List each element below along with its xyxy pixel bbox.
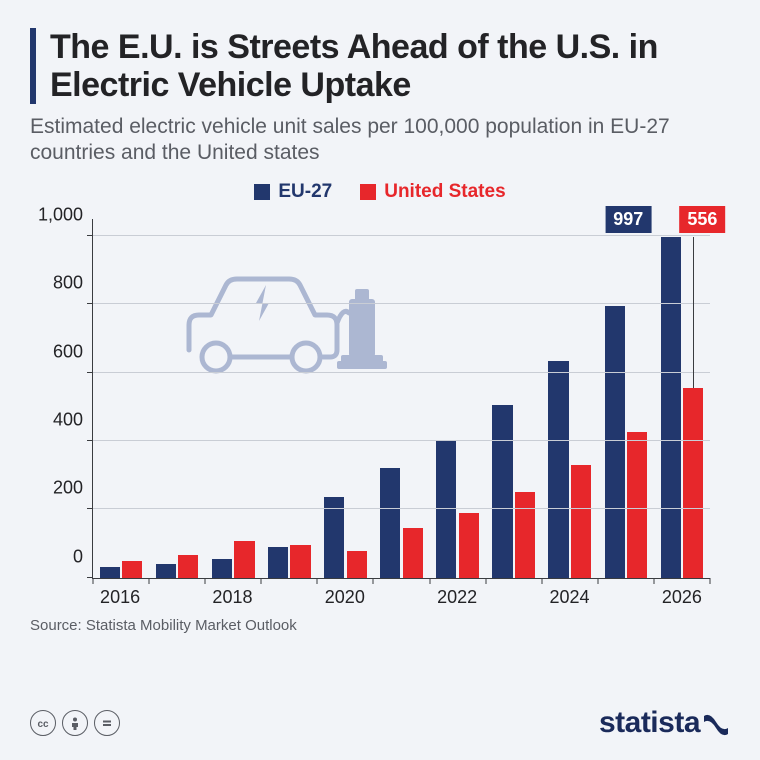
y-tick [87,440,93,441]
x-axis-label: 2018 [212,587,252,608]
chart-title: The E.U. is Streets Ahead of the U.S. in… [50,28,730,104]
legend-item-us: United States [360,181,505,203]
legend: EU-27 United States [30,181,730,203]
by-icon [62,710,88,736]
bar-eu [605,306,625,578]
bar-us [347,551,367,578]
bar-eu [436,441,456,578]
y-tick [87,235,93,236]
gridline [93,235,710,236]
y-axis-label: 0 [73,546,93,567]
x-axis-label: 2020 [325,587,365,608]
bar-us [459,513,479,578]
cc-icon: cc [30,710,56,736]
bar-eu [380,468,400,577]
y-tick [87,303,93,304]
bar-eu [661,237,681,578]
license-icons: cc [30,710,120,736]
legend-swatch-us [360,184,376,200]
bar-eu [100,567,120,577]
callout-us-2026: 556 [679,206,725,233]
statista-wave-icon [702,712,730,736]
chart-subtitle: Estimated electric vehicle unit sales pe… [30,114,730,167]
bar-us [290,545,310,577]
x-axis-label: 2016 [100,587,140,608]
statista-logo: statista [599,706,730,740]
bar-us [403,528,423,578]
bar-us [571,465,591,578]
source-text: Source: Statista Mobility Market Outlook [30,617,730,634]
bar-eu [156,564,176,578]
y-axis-label: 600 [53,341,93,362]
y-axis-label: 800 [53,273,93,294]
bar-us [178,555,198,577]
legend-label-us: United States [384,181,505,203]
bar-eu [212,559,232,578]
bar-us [515,492,535,577]
x-axis-labels: 2016 2018 2020 2022 2024 2026 [92,583,710,609]
legend-swatch-eu [254,184,270,200]
gridline [93,303,710,304]
x-axis-label: 2024 [550,587,590,608]
bar-eu [324,497,344,577]
plot-region: 02004006008001,000997556 [92,219,710,579]
brand-text: statista [599,706,700,740]
bar-us [627,432,647,577]
callout-leader-line [693,237,694,388]
nd-icon [94,710,120,736]
gridline [93,508,710,509]
legend-item-eu: EU-27 [254,181,332,203]
chart-area: 02004006008001,000997556 2016 2018 2020 202… [30,209,720,609]
svg-text:cc: cc [37,719,49,730]
y-axis-label: 400 [53,409,93,430]
bar-eu [492,405,512,578]
gridline [93,372,710,373]
y-axis-label: 200 [53,478,93,499]
title-block: The E.U. is Streets Ahead of the U.S. in… [30,28,730,104]
ev-charging-icon [171,255,391,405]
callout-eu-2026: 997 [605,206,651,233]
y-tick [87,372,93,373]
title-accent-bar [30,28,36,104]
x-axis-label: 2026 [662,587,702,608]
y-axis-label: 1,000 [38,204,93,225]
gridline [93,440,710,441]
bar-us [683,388,703,578]
bar-us [234,541,254,578]
bar-eu [268,547,288,578]
footer: cc statista [30,706,730,740]
x-axis-label: 2022 [437,587,477,608]
legend-label-eu: EU-27 [278,181,332,203]
bar-us [122,561,142,578]
y-tick [87,508,93,509]
bar-eu [548,361,568,578]
